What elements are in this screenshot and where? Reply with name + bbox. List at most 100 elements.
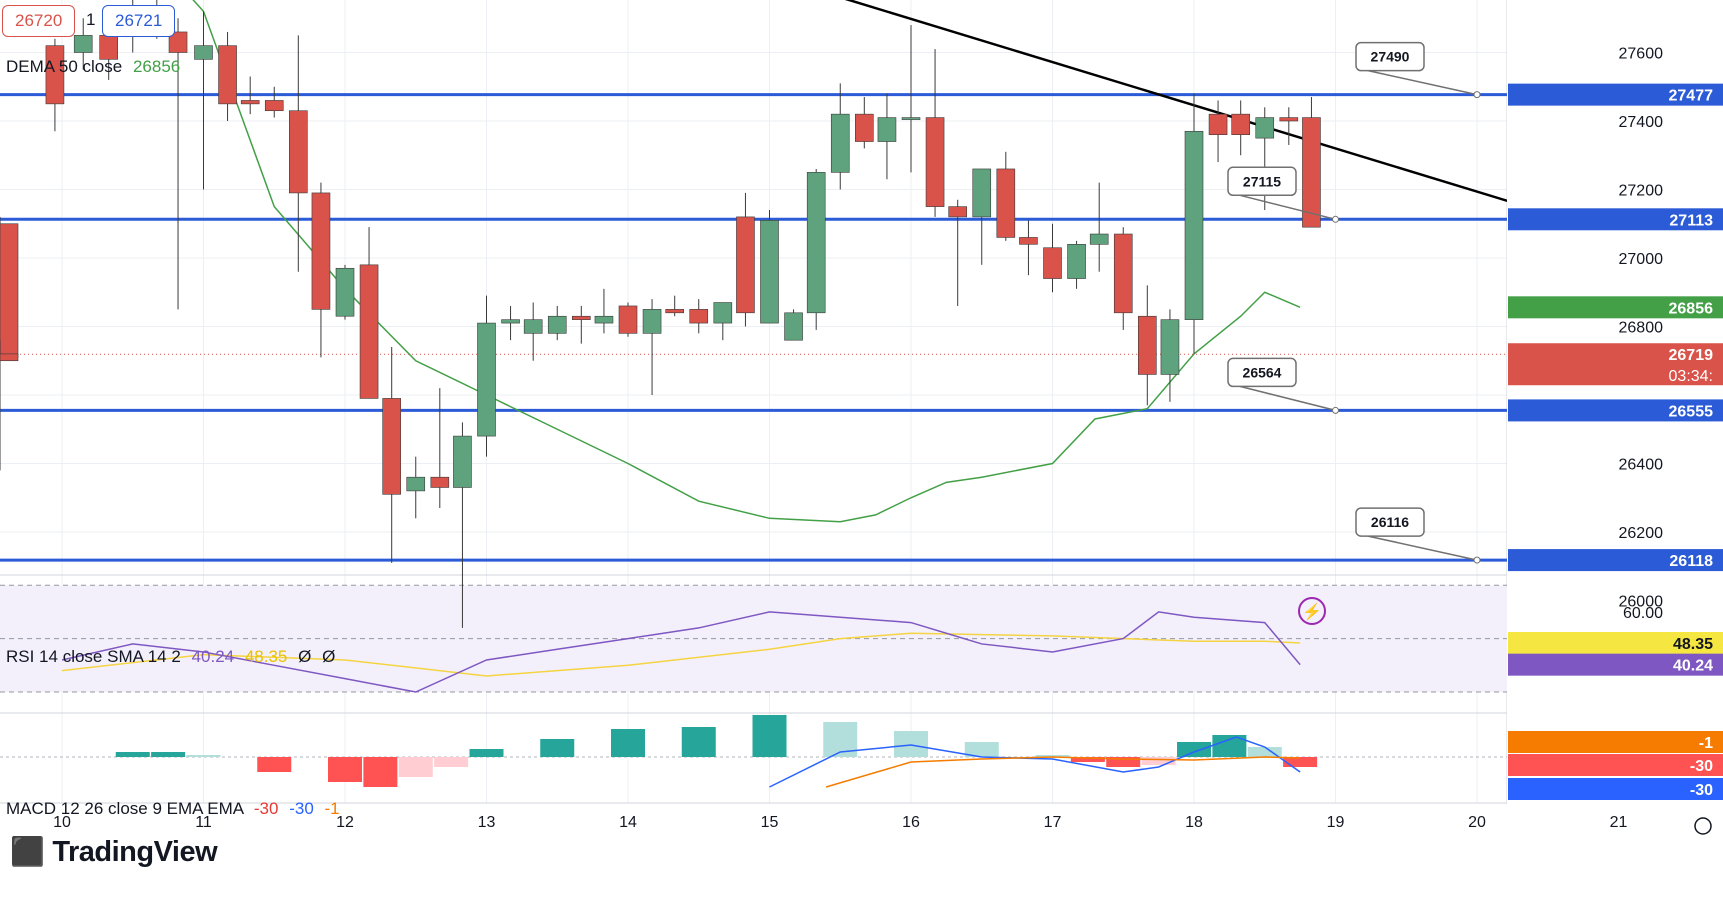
rsi-legend-extra1: Ø [298, 647, 312, 666]
candle-up [784, 312, 803, 341]
candle-up [73, 35, 93, 53]
candle-up [972, 168, 992, 218]
rsi-tag-bg [1508, 653, 1723, 676]
candle-down [689, 309, 709, 324]
time-tick-label: 20 [1468, 814, 1486, 831]
time-tick-label: 21 [1610, 814, 1628, 831]
macd-line-tag-bg [1508, 778, 1723, 800]
candle-up [194, 45, 213, 60]
macd-histogram-bar [151, 752, 186, 757]
macd-histogram-bar [540, 739, 575, 757]
candle-down [240, 100, 260, 105]
candle-up [477, 322, 496, 437]
price-tag-27477: 27477 [1669, 88, 1714, 105]
price-tick-label: 26800 [1619, 320, 1664, 337]
macd-histogram-bar [611, 729, 645, 757]
macd-histogram-bar [398, 757, 433, 777]
candle-down [0, 353, 19, 362]
candle-down [1208, 113, 1228, 136]
candle-down [665, 309, 684, 314]
rsi-legend[interactable]: RSI 14 close SMA 14 2 40.24 48.35 Ø Ø [6, 647, 335, 667]
dema-legend-value: 26856 [132, 57, 181, 76]
macd-histogram-bar [681, 727, 716, 757]
rsi-sma-line [61, 632, 1301, 677]
time-tick-label: 18 [1185, 814, 1203, 831]
price-tag-27477-bg [1508, 83, 1723, 106]
macd-hist-tag: -30 [1690, 758, 1713, 775]
price-tag-26555: 26555 [1669, 403, 1714, 420]
spread-value: 1 [86, 10, 96, 29]
candle-up [760, 220, 779, 324]
level-callouts-group: 27490 27115 26564 26116 ⚡ [1227, 41, 1481, 625]
price-tag-26555-bg [1508, 399, 1723, 422]
macd-histogram-bar [257, 757, 292, 772]
candle-down [1113, 233, 1133, 314]
macd-histogram-bar [186, 755, 221, 757]
candle-up [335, 267, 355, 317]
time-tick-label: 14 [619, 814, 637, 831]
candle-down [382, 398, 401, 495]
rsi-panel-background [0, 584, 1507, 693]
price-tick-label: 26400 [1619, 457, 1664, 474]
rsi-legend-sma: 48.35 [244, 647, 288, 666]
price-tag-dema: 26856 [1669, 300, 1714, 317]
price-tick-label: 27600 [1619, 46, 1664, 63]
rsi-legend-value: 40.24 [191, 647, 235, 666]
callout-label: 26564 [1243, 364, 1282, 380]
time-tick-label: 17 [1044, 814, 1062, 831]
tradingview-logo[interactable]: ⬛ TradingView [10, 835, 218, 869]
time-tick-label: 13 [478, 814, 496, 831]
macd-group [0, 715, 1507, 788]
macd-histogram-bar [434, 757, 469, 767]
candle-up [830, 113, 850, 173]
price-tag-27113-bg [1508, 208, 1723, 231]
macd-signal-tag: -1 [1699, 735, 1713, 752]
price-axis: 27600 27400 27200 27000 26800 26400 26200 26000… [1507, 0, 1723, 920]
callout-label: 27115 [1243, 173, 1281, 189]
macd-histogram-bar [964, 742, 999, 757]
candle-up [1184, 130, 1204, 320]
macd-histogram-bar [1070, 757, 1105, 762]
price-tag-dema-bg [1508, 296, 1723, 319]
ask-badge[interactable]: 26721 [102, 5, 176, 37]
rsi-legend-extra2: Ø [322, 647, 336, 666]
callout-anchor [1332, 215, 1339, 223]
candle-down [1019, 237, 1038, 245]
candle-up [642, 309, 662, 334]
candle-up [547, 315, 567, 334]
macd-hist-tag-bg [1508, 754, 1723, 776]
dema-legend-label: DEMA 50 close [6, 57, 123, 76]
macd-histogram-bar [894, 731, 928, 757]
macd-histogram-bar [1247, 747, 1282, 757]
macd-histogram-bar [1035, 755, 1070, 757]
rsi-sma-tag: 48.35 [1673, 636, 1713, 653]
candle-down [45, 45, 65, 105]
price-tag-26118: 26118 [1669, 553, 1713, 570]
time-axis-background [0, 804, 1723, 920]
bid-badge[interactable]: 26720 [2, 5, 76, 37]
candle-down [1302, 117, 1321, 228]
callout-box [1227, 357, 1297, 388]
rsi-group [61, 611, 1301, 693]
callout-leader [1367, 535, 1478, 561]
macd-legend-label: MACD 12 26 close 9 EMA EMA [6, 799, 244, 818]
candle-up [877, 117, 897, 142]
tradingview-logo-text: TradingView [52, 836, 218, 868]
price-tick-label: 26200 [1619, 525, 1664, 542]
candle-down [855, 113, 874, 142]
rsi-line [61, 611, 1301, 693]
countdown-tag: 03:34: [1669, 368, 1713, 385]
candle-down [1138, 315, 1157, 375]
candle-up [1089, 233, 1109, 245]
candles-group [0, 0, 1321, 628]
macd-signal-tag-bg [1508, 731, 1723, 753]
dema-legend[interactable]: DEMA 50 close 26856 [6, 57, 180, 77]
time-tick-label: 19 [1327, 814, 1345, 831]
dema-line-group [192, 0, 1301, 523]
macd-legend-hist: -30 [253, 799, 279, 818]
candle-down [218, 45, 237, 105]
macd-histogram-bar [752, 715, 787, 757]
rsi-tick-label: 60.00 [1623, 605, 1663, 622]
macd-legend[interactable]: MACD 12 26 close 9 EMA EMA -30 -30 -1 [6, 799, 340, 819]
